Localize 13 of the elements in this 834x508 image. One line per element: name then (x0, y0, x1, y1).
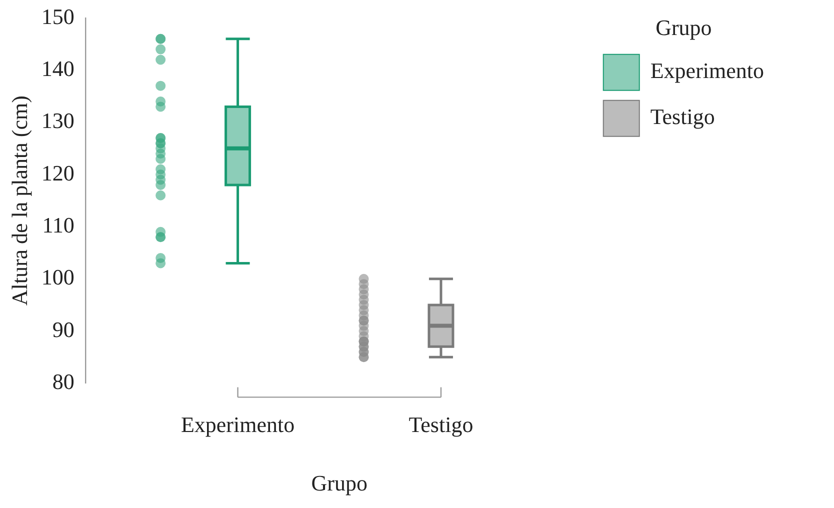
y-tick-label: 80 (52, 368, 74, 394)
y-tick-label: 150 (41, 4, 74, 29)
x-axis-title: Grupo (311, 470, 368, 496)
legend-title: Grupo (656, 14, 712, 40)
legend-label: Experimento (650, 58, 764, 84)
legend-label: Testigo (650, 104, 715, 130)
y-tick-label: 120 (41, 160, 74, 186)
y-tick-label: 100 (41, 264, 74, 290)
y-tick-label: 140 (41, 56, 74, 81)
y-tick-label: 130 (41, 108, 74, 134)
y-tick-label: 90 (52, 316, 74, 342)
y-tick-label: 110 (42, 212, 74, 238)
y-axis-title: Altura de la planta (cm) (6, 96, 32, 306)
